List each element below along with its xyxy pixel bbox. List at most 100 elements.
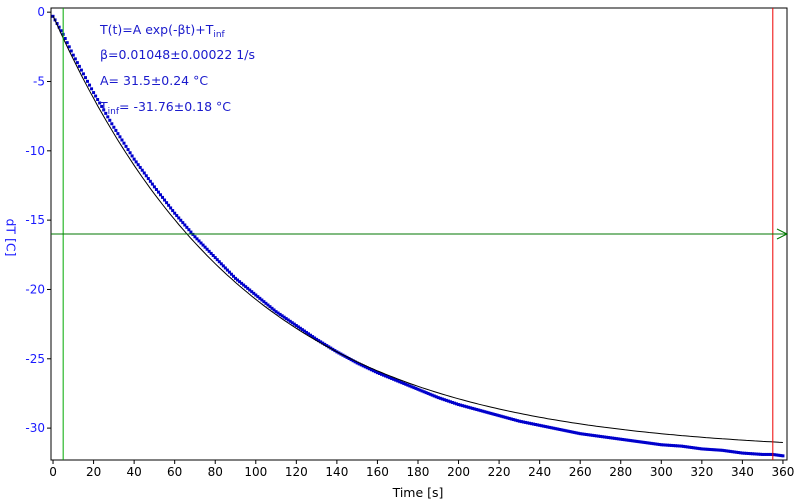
data-point: [351, 359, 355, 363]
data-point: [327, 345, 331, 349]
data-point: [276, 311, 280, 315]
data-point: [175, 214, 179, 218]
data-point: [384, 374, 388, 378]
data-point: [773, 453, 777, 457]
data-point: [746, 451, 750, 455]
data-point: [759, 452, 763, 456]
data-point: [625, 438, 629, 442]
data-point: [459, 403, 463, 407]
data-point: [448, 400, 452, 404]
data-point: [607, 436, 611, 440]
data-point: [262, 300, 266, 304]
data-point: [278, 312, 282, 316]
data-point: [503, 415, 507, 419]
data-point: [653, 442, 657, 446]
data-point: [546, 425, 550, 429]
data-point: [361, 364, 365, 368]
data-point: [635, 439, 639, 443]
data-point: [519, 420, 523, 424]
data-point: [676, 444, 680, 448]
data-point: [128, 151, 132, 155]
x-tick-label: 120: [285, 465, 308, 479]
x-tick-label: 300: [650, 465, 673, 479]
data-point: [590, 433, 594, 437]
data-point: [544, 425, 548, 429]
data-point: [665, 443, 669, 447]
data-point: [542, 424, 546, 428]
data-point: [493, 413, 497, 417]
data-point: [388, 376, 392, 380]
data-point: [77, 64, 81, 68]
data-point: [702, 447, 706, 451]
data-point: [576, 431, 580, 435]
data-point: [325, 344, 329, 348]
data-point: [112, 125, 116, 129]
x-tick-label: 60: [167, 465, 182, 479]
data-point: [132, 157, 136, 161]
data-point: [489, 411, 493, 415]
data-point: [252, 291, 256, 295]
data-point: [114, 128, 118, 132]
data-point: [244, 285, 248, 289]
x-tick-label: 260: [569, 465, 592, 479]
data-point: [394, 378, 398, 382]
data-point: [67, 45, 71, 49]
data-point: [647, 441, 651, 445]
fit-beta: β=0.01048±0.00022 1/s: [100, 47, 255, 62]
data-point: [79, 68, 83, 72]
data-point: [418, 388, 422, 392]
data-point: [146, 177, 150, 181]
data-point: [282, 315, 286, 319]
data-point: [108, 118, 112, 122]
data-point: [600, 435, 604, 439]
data-point: [485, 410, 489, 414]
data-point: [373, 370, 377, 374]
data-point: [645, 441, 649, 445]
x-tick-label: 140: [325, 465, 348, 479]
data-point: [452, 401, 456, 405]
data-point: [236, 278, 240, 282]
data-point: [199, 241, 203, 245]
data-point: [473, 407, 477, 411]
data-point: [144, 174, 148, 178]
data-point: [629, 439, 633, 443]
data-point: [673, 444, 677, 448]
data-point: [744, 451, 748, 455]
data-point: [740, 451, 744, 455]
data-point: [163, 198, 167, 202]
data-point: [268, 305, 272, 309]
data-point: [410, 385, 414, 389]
data-point: [761, 452, 765, 456]
data-point: [781, 454, 785, 458]
data-point: [215, 258, 219, 262]
data-point: [615, 437, 619, 441]
data-point: [414, 386, 418, 390]
data-point: [507, 416, 511, 420]
data-point: [471, 406, 475, 410]
data-point: [530, 422, 534, 426]
data-point: [363, 365, 367, 369]
x-axis-title: Time [s]: [392, 485, 444, 500]
data-point: [96, 98, 100, 102]
x-tick-label: 80: [208, 465, 223, 479]
data-point: [667, 443, 671, 447]
data-point: [256, 295, 260, 299]
data-point: [491, 412, 495, 416]
data-point: [304, 330, 308, 334]
data-point: [104, 111, 108, 115]
data-point: [465, 405, 469, 409]
data-point: [171, 209, 175, 213]
data-point: [73, 57, 77, 61]
y-tick-label: -25: [25, 352, 45, 366]
data-point: [183, 223, 187, 227]
data-point: [408, 384, 412, 388]
data-point: [671, 444, 675, 448]
data-point: [347, 357, 351, 361]
data-point: [726, 449, 730, 453]
data-point: [564, 429, 568, 433]
data-point: [317, 339, 321, 343]
data-point: [696, 446, 700, 450]
data-point: [584, 432, 588, 436]
data-point: [136, 163, 140, 167]
